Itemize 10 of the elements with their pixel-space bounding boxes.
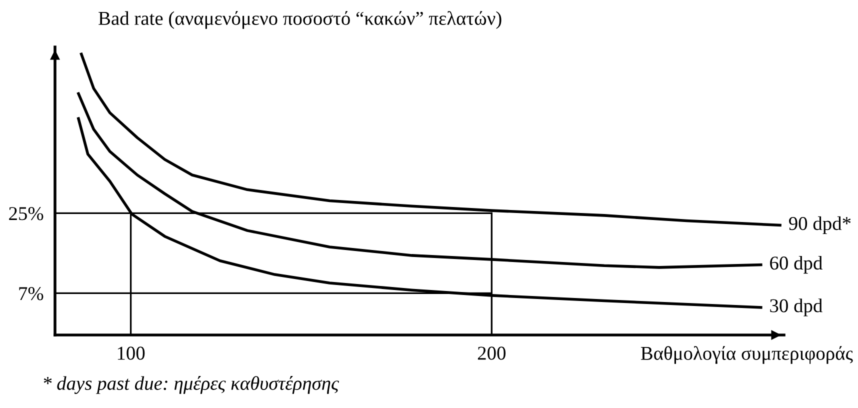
x-axis-title: Βαθμολογία συμπεριφοράς: [640, 346, 853, 364]
series-label: 60 dpd: [770, 256, 822, 274]
series-label: 90 dpd*: [788, 216, 851, 234]
text: * days past due: ημέρες καθυστέρησης: [44, 376, 339, 394]
y-axis-title: Bad rate (αναμενόμενο ποσοστό “κακών” πελατών): [98, 11, 502, 29]
x-tick-label: 200: [478, 346, 506, 360]
y-tick-label: 25%: [9, 207, 44, 220]
x-tick-label: 100: [118, 346, 145, 360]
y-tick-label: 7%: [19, 287, 44, 300]
series-label: 30 dpd: [770, 298, 822, 316]
